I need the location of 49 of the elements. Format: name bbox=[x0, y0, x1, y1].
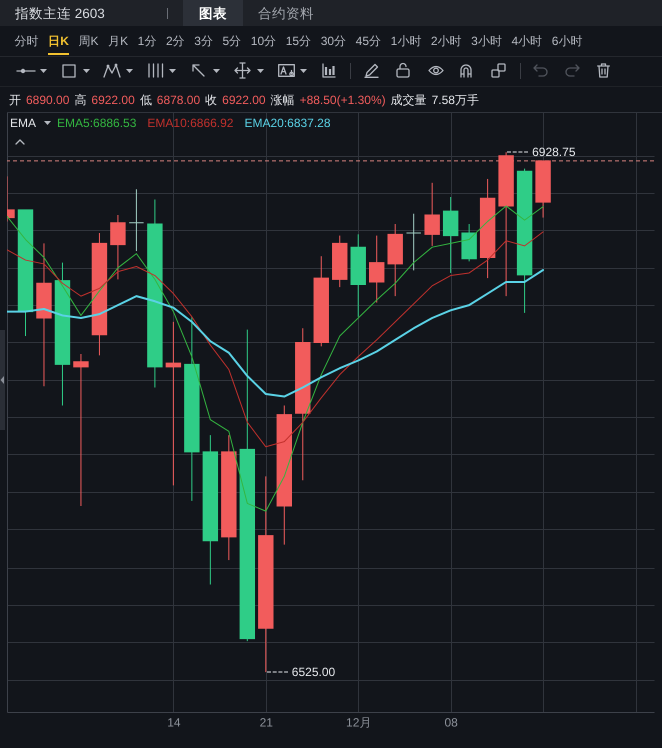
text: 7.58万手 bbox=[432, 92, 479, 108]
text: 45分 bbox=[356, 32, 382, 50]
text: 涨幅 bbox=[270, 92, 295, 108]
text: EMA5:6886.53 bbox=[57, 116, 136, 130]
text: 周K bbox=[78, 32, 98, 50]
text: 1小时 bbox=[390, 32, 422, 50]
candlestick bbox=[406, 213, 422, 271]
text: 2小时 bbox=[430, 32, 462, 50]
candlestick bbox=[424, 182, 440, 246]
text: EMA20:6837.28 bbox=[244, 116, 331, 130]
annotation: 6928.75 bbox=[532, 145, 576, 160]
text: 15分 bbox=[286, 32, 312, 50]
text: 3小时 bbox=[471, 32, 502, 50]
text: 收 bbox=[205, 92, 218, 108]
text: 6878.00 bbox=[156, 93, 200, 107]
candlestick bbox=[110, 214, 126, 280]
text: 开 bbox=[9, 92, 21, 108]
text: 1分 bbox=[138, 32, 156, 50]
text: EMA10:6866.92 bbox=[147, 116, 234, 130]
annotation: 6525.00 bbox=[292, 665, 336, 680]
text: 合约资料 bbox=[258, 5, 314, 23]
text: +88.50(+1.30%) bbox=[300, 93, 386, 107]
text: 5分 bbox=[222, 32, 242, 50]
text: 6小时 bbox=[552, 32, 582, 50]
candlestick bbox=[73, 354, 89, 506]
text: 月K bbox=[108, 32, 128, 50]
text: 10分 bbox=[250, 32, 276, 50]
text: 分时 bbox=[14, 32, 39, 50]
text: 高 bbox=[74, 92, 86, 108]
text: 3分 bbox=[194, 32, 213, 50]
legend-title: EMA bbox=[10, 116, 36, 130]
candlestick bbox=[369, 235, 384, 304]
text: 低 bbox=[140, 92, 152, 108]
x-tick-label: 12月 bbox=[346, 716, 372, 730]
x-tick-label: 08 bbox=[444, 716, 458, 730]
text: 4小时 bbox=[511, 32, 542, 50]
text: 2分 bbox=[166, 32, 185, 50]
x-tick-label: 14 bbox=[167, 716, 181, 730]
chart-title: 指数主连 2603 bbox=[15, 5, 105, 23]
text: 成交量 bbox=[390, 92, 427, 108]
text: 6890.00 bbox=[26, 93, 70, 107]
x-tick-label: 21 bbox=[260, 716, 274, 730]
text: 30分 bbox=[320, 32, 346, 50]
candlestick bbox=[166, 321, 182, 486]
text: 日K bbox=[48, 32, 69, 54]
text: 图表 bbox=[199, 5, 227, 23]
text: 6922.00 bbox=[91, 93, 135, 107]
text: 6922.00 bbox=[222, 93, 266, 107]
candlestick bbox=[128, 188, 144, 252]
